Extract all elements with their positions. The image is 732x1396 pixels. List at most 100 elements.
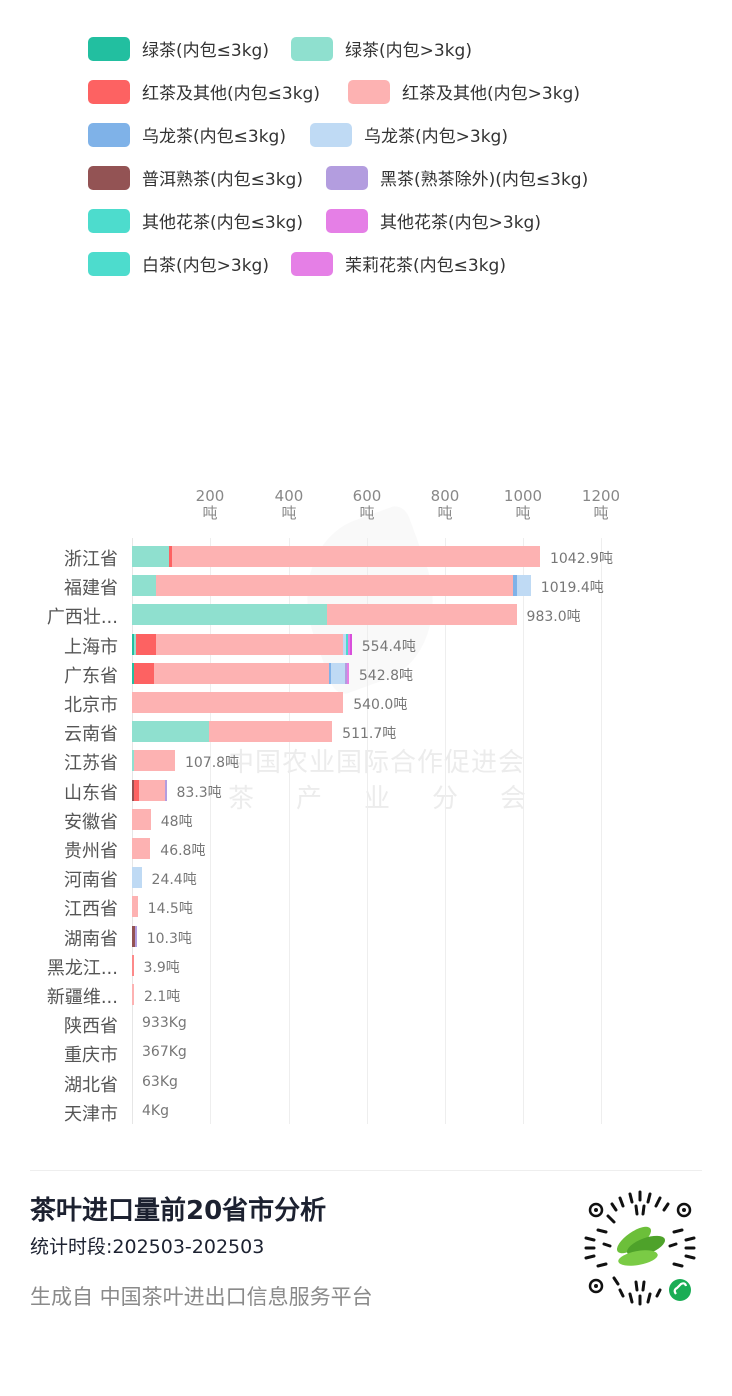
bar-segment[interactable] — [516, 575, 531, 597]
legend-item[interactable]: 茉莉花茶(内包≤3kg) — [291, 251, 506, 276]
bar-segment[interactable] — [139, 779, 165, 801]
stacked-bar[interactable] — [132, 633, 352, 655]
legend-item[interactable]: 乌龙茶(内包≤3kg) — [88, 122, 286, 147]
legend-item[interactable]: 红茶及其他(内包>3kg) — [348, 79, 580, 104]
bar-segment[interactable] — [132, 575, 157, 597]
footer-divider — [30, 1170, 702, 1171]
stacked-bar[interactable] — [132, 662, 349, 684]
bar-segment[interactable] — [134, 779, 140, 801]
bar-segment[interactable] — [327, 604, 517, 626]
legend-item[interactable]: 白茶(内包>3kg) — [88, 251, 269, 276]
value-label: 24.4吨 — [151, 872, 197, 889]
gridline — [210, 538, 211, 1124]
bar-row[interactable]: 江苏省 107.8吨 — [0, 747, 732, 776]
legend-item[interactable]: 其他花茶(内包>3kg) — [326, 208, 541, 233]
bar-row[interactable]: 上海市 554.4吨 — [0, 631, 732, 660]
stacked-bar[interactable] — [132, 546, 540, 567]
bar-segment[interactable] — [156, 575, 514, 597]
bar-segment[interactable] — [132, 808, 151, 830]
bar-row[interactable]: 福建省 1019.4吨 — [0, 572, 732, 601]
x-axis-tick: 200 吨 — [180, 488, 240, 522]
bar-segment[interactable] — [136, 633, 156, 655]
stacked-bar[interactable] — [132, 604, 517, 626]
stacked-bar[interactable] — [132, 896, 138, 918]
bar-segment[interactable] — [164, 779, 167, 801]
value-label: 367Kg — [142, 1044, 187, 1061]
bar-segment[interactable] — [349, 633, 352, 655]
bar-segment[interactable] — [153, 662, 329, 684]
mini-program-qr-code[interactable] — [578, 1186, 702, 1310]
bar-segment[interactable] — [328, 662, 331, 684]
bar-segment[interactable] — [134, 633, 136, 655]
stacked-bar[interactable] — [132, 838, 151, 859]
bar-segment[interactable] — [132, 954, 134, 976]
bar-segment[interactable] — [347, 633, 350, 655]
legend-item[interactable]: 黑茶(熟茶除外)(内包≤3kg) — [326, 165, 588, 190]
legend-item[interactable]: 绿茶(内包≤3kg) — [88, 36, 269, 61]
bar-row[interactable]: 河南省 24.4吨 — [0, 864, 732, 893]
stacked-bar[interactable] — [132, 984, 134, 1005]
bar-segment[interactable] — [132, 838, 151, 859]
bar-segment[interactable] — [155, 633, 344, 655]
stacked-bar[interactable] — [132, 867, 142, 889]
bar-segment[interactable] — [132, 662, 134, 684]
bar-segment[interactable] — [132, 692, 344, 713]
bar-row[interactable]: 新疆维... 2.1吨 — [0, 981, 732, 1010]
bar-segment[interactable] — [134, 662, 154, 684]
bar-segment[interactable] — [132, 750, 134, 772]
bar-segment[interactable] — [132, 721, 210, 743]
bar-row[interactable]: 贵州省 46.8吨 — [0, 835, 732, 864]
stacked-bar[interactable] — [132, 750, 175, 772]
bar-row[interactable]: 广西壮... 983.0吨 — [0, 601, 732, 630]
legend-label: 其他花茶(内包≤3kg) — [142, 213, 303, 233]
bar-segment[interactable] — [171, 546, 540, 567]
bar-segment[interactable] — [345, 633, 348, 655]
value-label: 14.5吨 — [147, 901, 193, 918]
stacked-bar[interactable] — [132, 692, 344, 713]
stacked-bar[interactable] — [132, 808, 151, 830]
tick-unit: 吨 — [281, 504, 297, 522]
bar-row[interactable]: 广东省 542.8吨 — [0, 660, 732, 689]
stacked-bar[interactable] — [132, 925, 137, 947]
bar-segment[interactable] — [132, 779, 134, 801]
bar-segment[interactable] — [132, 867, 142, 889]
bar-row[interactable]: 黑龙江... 3.9吨 — [0, 952, 732, 981]
bar-segment[interactable] — [132, 925, 135, 947]
legend-item[interactable]: 绿茶(内包>3kg) — [291, 36, 472, 61]
bar-row[interactable]: 山东省 83.3吨 — [0, 777, 732, 806]
report-title: 茶叶进口量前20省市分析 — [30, 1196, 327, 1226]
bar-segment[interactable] — [132, 633, 134, 655]
bar-segment[interactable] — [132, 546, 170, 567]
bar-segment[interactable] — [132, 896, 138, 918]
bar-segment[interactable] — [209, 721, 333, 743]
bar-segment[interactable] — [346, 662, 349, 684]
bar-row[interactable]: 陕西省 933Kg — [0, 1010, 732, 1039]
bar-segment[interactable] — [134, 925, 137, 947]
bar-segment[interactable] — [513, 575, 517, 597]
stacked-bar[interactable] — [132, 575, 531, 597]
legend-item[interactable]: 红茶及其他(内包≤3kg) — [88, 79, 320, 104]
bar-row[interactable]: 湖北省 63Kg — [0, 1069, 732, 1098]
bar-row[interactable]: 重庆市 367Kg — [0, 1039, 732, 1068]
legend-item[interactable]: 其他花茶(内包≤3kg) — [88, 208, 303, 233]
legend-item[interactable]: 普洱熟茶(内包≤3kg) — [88, 165, 303, 190]
bar-row[interactable]: 湖南省 10.3吨 — [0, 923, 732, 952]
bar-segment[interactable] — [132, 984, 134, 1005]
bar-segment[interactable] — [132, 604, 328, 626]
bar-segment[interactable] — [343, 633, 346, 655]
bar-row[interactable]: 北京市 540.0吨 — [0, 689, 732, 718]
stacked-bar[interactable] — [132, 954, 134, 976]
legend-item[interactable]: 乌龙茶(内包>3kg) — [310, 122, 508, 147]
value-label: 1042.9吨 — [549, 551, 613, 567]
bar-row[interactable]: 浙江省 1042.9吨 — [0, 543, 732, 572]
bar-row[interactable]: 安徽省 48吨 — [0, 806, 732, 835]
stacked-bar[interactable] — [132, 779, 167, 801]
bar-segment[interactable] — [169, 546, 172, 567]
stacked-bar[interactable] — [132, 721, 333, 743]
bar-segment[interactable] — [330, 662, 345, 684]
bar-row[interactable]: 云南省 511.7吨 — [0, 718, 732, 747]
bar-segment[interactable] — [344, 662, 347, 684]
bar-row[interactable]: 江西省 14.5吨 — [0, 893, 732, 922]
bar-segment[interactable] — [134, 750, 175, 772]
bar-row[interactable]: 天津市 4Kg — [0, 1098, 732, 1127]
